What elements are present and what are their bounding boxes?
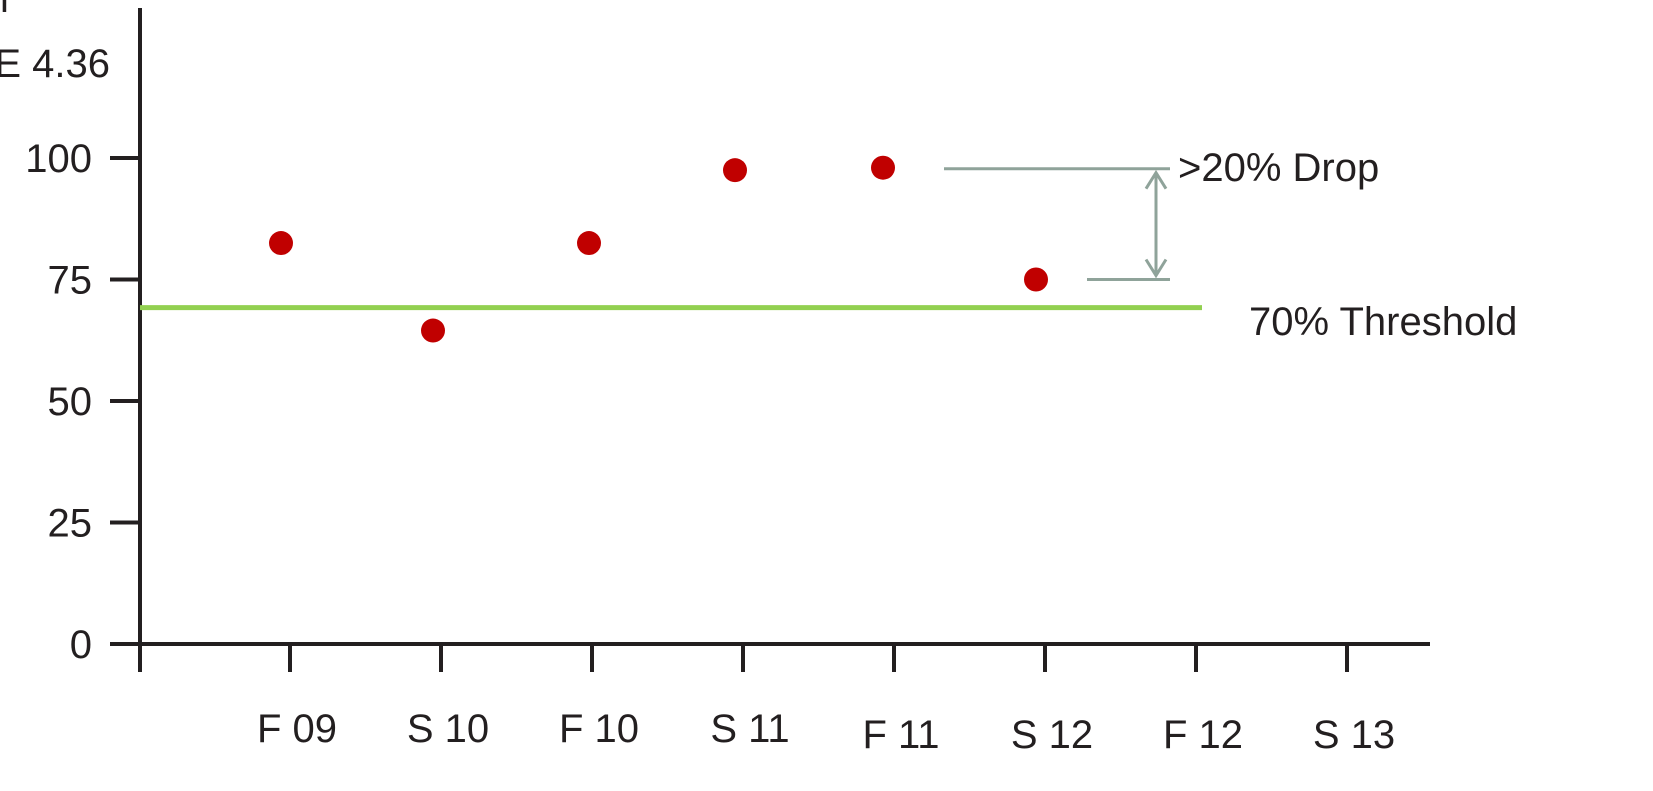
x-tick-label: S 12 bbox=[1011, 713, 1093, 757]
data-point bbox=[577, 231, 601, 256]
data-point bbox=[421, 318, 445, 343]
y-ticks: 0 25 50 75 100 bbox=[25, 137, 140, 667]
drop-annotation: >20% Drop bbox=[944, 146, 1379, 281]
y-tick-label: 50 bbox=[48, 380, 93, 424]
data-point bbox=[871, 155, 895, 180]
x-tick-label: S 11 bbox=[710, 707, 789, 751]
x-tick-label: F 11 bbox=[862, 713, 939, 757]
x-tick-label: F 10 bbox=[559, 707, 639, 751]
y-tick-label: 75 bbox=[48, 259, 93, 303]
x-tick-label: F 09 bbox=[257, 707, 337, 751]
drop-arrowhead-up bbox=[1144, 169, 1168, 190]
x-tick-label: S 10 bbox=[407, 707, 489, 751]
drop-label: >20% Drop bbox=[1178, 146, 1379, 190]
axes bbox=[110, 8, 1430, 672]
data-point bbox=[269, 231, 293, 256]
x-ticks: F 09 S 10 F 10 S 11 F 11 S 12 F 12 S 13 bbox=[257, 644, 1395, 757]
clipped-axis-label-top: l bbox=[0, 0, 9, 21]
threshold-label: 70% Threshold bbox=[1249, 300, 1517, 344]
data-point bbox=[1024, 267, 1048, 292]
y-tick-label: 100 bbox=[25, 137, 92, 181]
data-points bbox=[269, 155, 1048, 343]
y-tick-label: 0 bbox=[70, 623, 92, 667]
data-point bbox=[723, 158, 747, 183]
clipped-axis-label: E 4.36 bbox=[0, 42, 110, 86]
y-tick-label: 25 bbox=[48, 502, 93, 546]
x-tick-label: S 13 bbox=[1313, 713, 1395, 757]
drop-arrowhead-down bbox=[1144, 258, 1168, 279]
x-tick-label: F 12 bbox=[1163, 713, 1243, 757]
